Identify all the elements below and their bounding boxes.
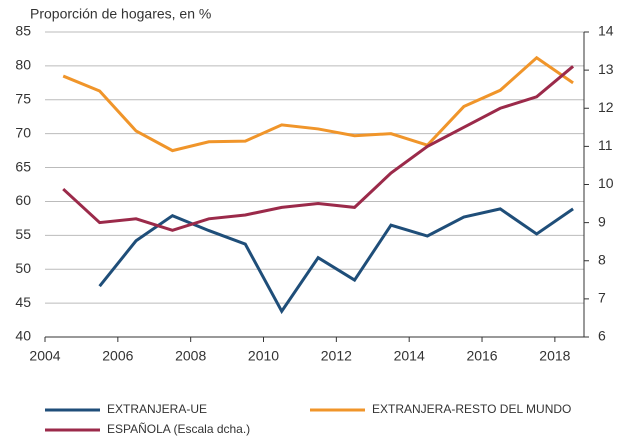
y2-tick-label: 14 <box>598 23 614 39</box>
x-tick-label: 2006 <box>102 348 133 364</box>
x-tick-label: 2016 <box>466 348 497 364</box>
y2-tick-label: 7 <box>598 290 606 306</box>
y-tick-label: 45 <box>15 294 31 310</box>
y2-tick-label: 11 <box>598 137 613 153</box>
y2-tick-label: 10 <box>598 175 614 191</box>
legend-label: EXTRANJERA-UE <box>107 402 207 416</box>
x-tick-label: 2010 <box>248 348 279 364</box>
y2-tick-label: 12 <box>598 99 614 115</box>
x-tick-label: 2012 <box>321 348 352 364</box>
x-tick-label: 2014 <box>394 348 425 364</box>
series-line <box>98 207 574 315</box>
series-line <box>62 55 574 153</box>
y-tick-label: 85 <box>15 23 31 39</box>
x-tick-label: 2018 <box>539 348 570 364</box>
y-tick-label: 55 <box>15 226 31 242</box>
chart-title: Proporción de hogares, en % <box>30 6 211 22</box>
x-tick-label: 2008 <box>175 348 206 364</box>
y-tick-label: 60 <box>15 192 31 208</box>
y-tick-label: 50 <box>15 260 31 276</box>
y2-tick-label: 8 <box>598 251 606 267</box>
series-line <box>62 65 575 232</box>
legend-label: ESPAÑOLA (Escala dcha.) <box>107 422 250 436</box>
y2-tick-label: 6 <box>598 328 606 344</box>
y-tick-label: 75 <box>15 90 31 106</box>
y-tick-label: 40 <box>15 328 31 344</box>
y-tick-label: 80 <box>15 57 31 73</box>
y2-tick-label: 9 <box>598 213 606 229</box>
y2-tick-label: 13 <box>598 61 614 77</box>
y-tick-label: 65 <box>15 158 31 174</box>
x-tick-label: 2004 <box>29 348 60 364</box>
legend-label: EXTRANJERA-RESTO DEL MUNDO <box>372 402 571 416</box>
y-tick-label: 70 <box>15 124 31 140</box>
